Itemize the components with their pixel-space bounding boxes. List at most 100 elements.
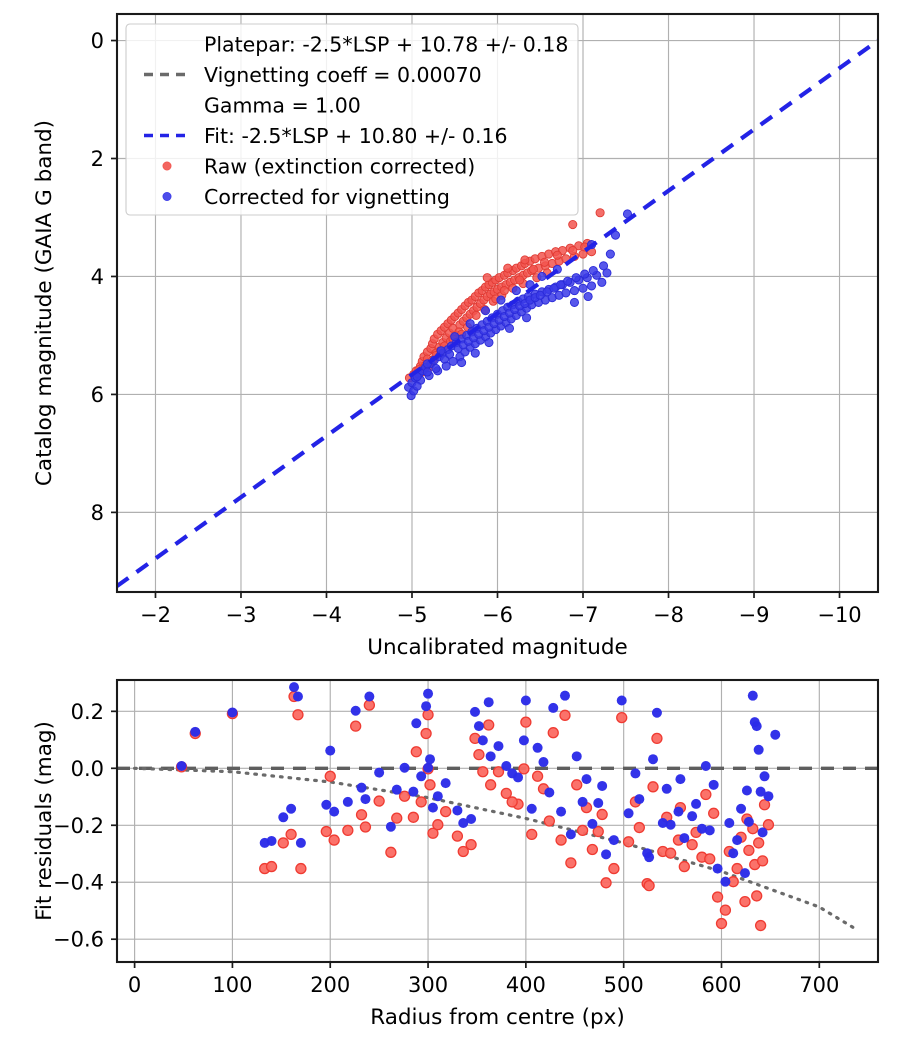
- data-point: [647, 781, 659, 793]
- data-point: [484, 779, 497, 791]
- data-point: [555, 834, 567, 846]
- data-point: [633, 821, 645, 834]
- data-point: [552, 250, 562, 260]
- data-point: [325, 745, 336, 756]
- data-point: [445, 349, 455, 359]
- series-2: [176, 682, 781, 887]
- data-point: [559, 709, 571, 721]
- data-point: [743, 844, 755, 856]
- magnitude-panel: −2 −3 −4 −5 −6 −7 −8 −9 −10 0 2 4 6 8 Uncalibrated mag…: [32, 12, 880, 660]
- data-point: [292, 709, 304, 721]
- data-point: [520, 716, 532, 728]
- x-axis-title: Uncalibrated magnitude: [367, 635, 627, 660]
- data-point: [588, 266, 598, 276]
- data-point: [568, 220, 578, 230]
- data-point: [431, 363, 441, 374]
- ytick-label-0: 0.2: [71, 700, 104, 724]
- data-point: [543, 815, 555, 827]
- data-point: [732, 835, 743, 846]
- data-point: [538, 757, 549, 768]
- y-axis-title: Fit residuals (mag): [32, 721, 57, 921]
- data-point: [526, 803, 537, 814]
- data-point: [432, 791, 443, 802]
- data-point: [592, 825, 604, 838]
- data-point: [359, 821, 372, 833]
- data-point: [754, 919, 767, 932]
- data-point: [471, 310, 481, 320]
- data-point: [407, 811, 420, 823]
- y-axis-title: Catalog magnitude (GAIA G band): [32, 120, 57, 486]
- data-point: [511, 286, 521, 296]
- data-point: [373, 795, 385, 807]
- data-point: [597, 780, 608, 791]
- data-point: [432, 819, 444, 831]
- data-point: [605, 249, 615, 259]
- data-point: [321, 799, 332, 810]
- data-point: [528, 264, 538, 274]
- data-point: [520, 695, 531, 706]
- data-point: [518, 763, 530, 775]
- data-point: [581, 774, 592, 785]
- data-point: [320, 825, 332, 838]
- data-point: [506, 796, 518, 808]
- data-point: [515, 275, 525, 285]
- data-point: [483, 719, 495, 731]
- data-point: [496, 295, 506, 305]
- legend-label-3: Fit: -2.5*LSP + 10.80 +/- 0.16: [204, 124, 508, 148]
- data-point: [423, 688, 434, 699]
- data-point: [597, 277, 607, 287]
- data-point: [578, 283, 588, 293]
- data-point: [598, 261, 609, 271]
- data-point: [720, 876, 731, 887]
- data-point: [412, 381, 422, 391]
- data-point: [350, 720, 362, 732]
- ytick-label-1: 0.0: [71, 757, 104, 781]
- data-point: [465, 319, 475, 329]
- ticks: 0 100 200 300 400 500 600 700 0.2 0.0 −0.2 −0.4 −0.6: [53, 700, 839, 997]
- data-point: [770, 729, 781, 740]
- data-point: [623, 808, 634, 819]
- legend-label-5: Corrected for vignetting: [204, 185, 450, 209]
- data-point: [753, 744, 764, 755]
- data-point: [565, 857, 577, 869]
- data-point: [470, 706, 480, 717]
- xtick-label-1: −3: [225, 603, 256, 627]
- data-point: [704, 853, 716, 865]
- data-point: [531, 770, 544, 782]
- data-point: [756, 855, 769, 867]
- data-point: [398, 790, 411, 802]
- data-point: [724, 817, 735, 828]
- data-point: [482, 273, 492, 283]
- data-point: [424, 779, 436, 791]
- data-point: [329, 806, 340, 817]
- series-1: [175, 690, 775, 932]
- legend-label-2: Gamma = 1.00: [204, 94, 361, 118]
- data-point: [755, 786, 766, 797]
- data-point: [410, 746, 422, 758]
- data-point: [751, 721, 762, 732]
- data-point: [743, 816, 754, 827]
- data-point: [470, 348, 480, 358]
- data-point: [569, 297, 580, 307]
- data-point: [408, 786, 419, 797]
- data-point: [416, 771, 427, 782]
- legend-dot-5: [162, 191, 172, 201]
- data-point: [586, 843, 599, 856]
- data-point: [561, 288, 571, 298]
- data-point: [568, 245, 578, 256]
- data-point: [485, 751, 496, 762]
- data-point: [565, 829, 576, 840]
- data-point: [420, 727, 432, 740]
- data-point: [399, 762, 410, 773]
- data-point: [522, 313, 532, 323]
- data-point: [526, 828, 538, 841]
- data-point: [583, 291, 593, 302]
- data-point: [477, 766, 489, 778]
- xtick-label-3: 300: [408, 973, 448, 997]
- data-point: [440, 805, 452, 818]
- data-point: [342, 824, 354, 837]
- data-point: [356, 782, 367, 793]
- data-point: [657, 817, 668, 828]
- data-point: [285, 828, 297, 841]
